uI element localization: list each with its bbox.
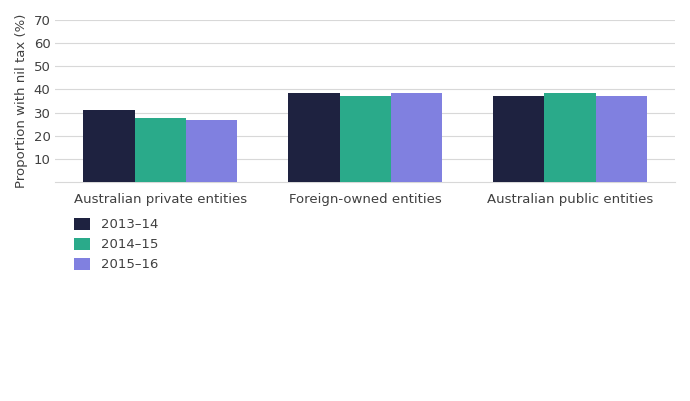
Bar: [544, 93, 595, 182]
Bar: [83, 110, 135, 182]
Bar: [339, 96, 391, 182]
Y-axis label: Proportion with nil tax (%): Proportion with nil tax (%): [15, 14, 28, 188]
Bar: [595, 96, 647, 182]
Bar: [288, 93, 339, 182]
Bar: [186, 119, 237, 182]
Legend: 2013–14, 2014–15, 2015–16: 2013–14, 2014–15, 2015–16: [75, 218, 158, 271]
Bar: [135, 118, 186, 182]
Bar: [493, 96, 544, 182]
Bar: [391, 93, 442, 182]
